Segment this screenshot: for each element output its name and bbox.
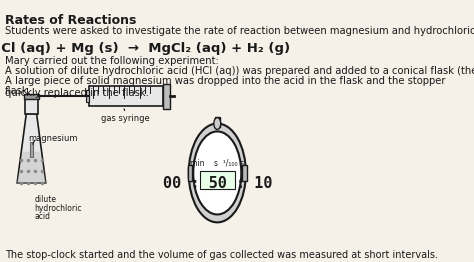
- Circle shape: [189, 124, 246, 222]
- Bar: [215, 117, 219, 127]
- Text: Rates of Reactions: Rates of Reactions: [5, 14, 136, 27]
- Text: 2HCl (aq) + Mg (s)  →  MgCl₂ (aq) + H₂ (g): 2HCl (aq) + Mg (s) → MgCl₂ (aq) + H₂ (g): [0, 41, 290, 54]
- Polygon shape: [17, 152, 46, 183]
- Bar: [25, 99, 38, 114]
- Circle shape: [214, 118, 221, 129]
- Text: hydrochloric: hydrochloric: [34, 204, 82, 212]
- Bar: [89, 86, 163, 106]
- Bar: [200, 171, 235, 189]
- Circle shape: [193, 132, 241, 215]
- Text: acid: acid: [34, 212, 50, 221]
- Bar: [163, 84, 170, 109]
- Bar: [188, 165, 192, 181]
- Bar: [24, 94, 39, 99]
- Text: flask.: flask.: [5, 86, 31, 96]
- Text: 00 : 50 : 10: 00 : 50 : 10: [163, 176, 272, 191]
- Text: Mary carried out the following experiment:: Mary carried out the following experimen…: [5, 56, 219, 66]
- Text: A large piece of solid magnesium was dropped into the acid in the flask and the : A large piece of solid magnesium was dro…: [5, 76, 445, 98]
- Text: magnesium: magnesium: [28, 134, 78, 143]
- Bar: [242, 165, 247, 181]
- Text: gas syringe: gas syringe: [101, 114, 150, 123]
- Text: A solution of dilute hydrochloric acid (HCl (aq)) was prepared and added to a co: A solution of dilute hydrochloric acid (…: [5, 66, 474, 76]
- Polygon shape: [17, 114, 46, 183]
- Bar: [86, 90, 89, 102]
- Text: min    s  ¹/₁₀₀ s: min s ¹/₁₀₀ s: [190, 158, 244, 167]
- Text: dilute: dilute: [34, 195, 56, 204]
- Text: The stop-clock started and the volume of gas collected was measured at short int: The stop-clock started and the volume of…: [5, 250, 438, 260]
- Text: Students were asked to investigate the rate of reaction between magnesium and hy: Students were asked to investigate the r…: [5, 26, 474, 36]
- Bar: [30, 142, 33, 157]
